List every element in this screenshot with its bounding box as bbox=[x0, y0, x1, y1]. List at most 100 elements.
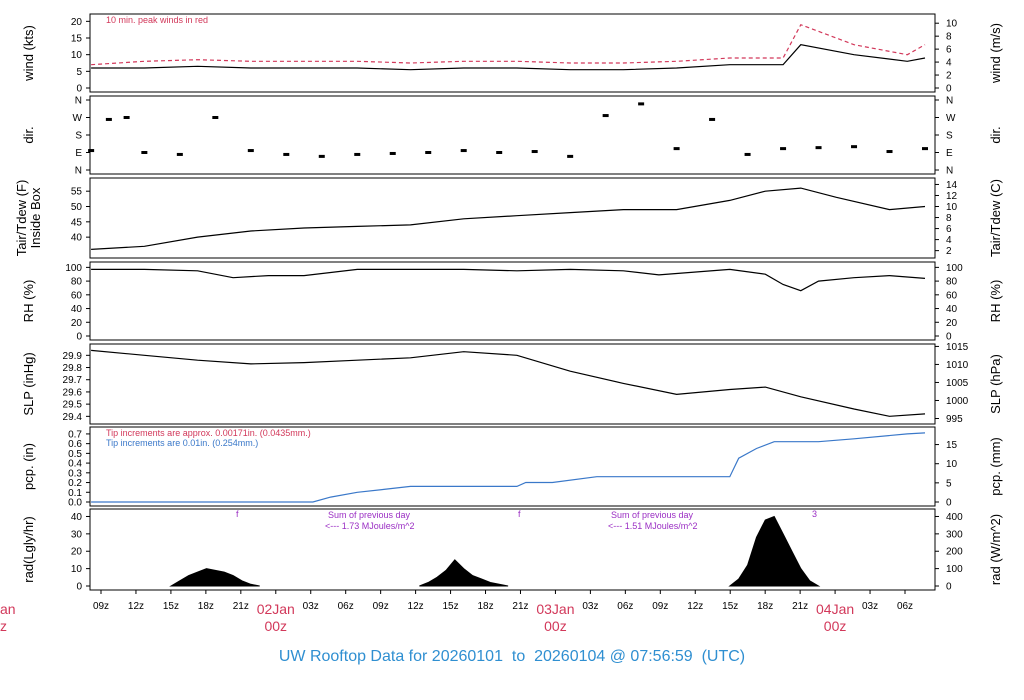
pcp-ytick-label-left: 0.1 bbox=[68, 488, 82, 499]
x-tick-label: 18z bbox=[198, 601, 214, 612]
wind-ylabel-left: wind (kts) bbox=[21, 25, 36, 82]
rh-ytick-label-right: 40 bbox=[946, 304, 958, 315]
slp-ytick-label-left: 29.7 bbox=[63, 375, 83, 386]
x-tick-label: 06z bbox=[338, 601, 354, 612]
slp-ylabel-right: SLP (hPa) bbox=[988, 354, 1003, 414]
rad-annotation: <--- 1.51 MJoules/m^2 bbox=[608, 521, 698, 531]
wind-ytick-label-right: 2 bbox=[946, 71, 952, 82]
x-tick-label-cut: z bbox=[0, 618, 7, 634]
wind-ytick-label-right: 0 bbox=[946, 84, 952, 95]
slp-ylabel-left: SLP (inHg) bbox=[21, 352, 36, 415]
x-tick-label-hour: 00z bbox=[264, 618, 287, 634]
rad-ytick-label-right: 300 bbox=[946, 529, 963, 540]
rh-ylabel-right: RH (%) bbox=[988, 280, 1003, 323]
temp-ylabel-left: Tair/Tdew (F)Inside Box bbox=[14, 180, 43, 257]
slp-ytick-label-left: 29.9 bbox=[63, 351, 83, 362]
pcp-ytick-label-right: 15 bbox=[946, 440, 958, 451]
dir-point bbox=[354, 152, 361, 156]
rad-ytick-label-left: 10 bbox=[71, 564, 83, 575]
dir-point bbox=[851, 145, 858, 149]
wind-ytick-label-left: 10 bbox=[71, 50, 83, 61]
dir-point bbox=[123, 116, 130, 119]
pcp-ytick-label-left: 0.5 bbox=[68, 449, 82, 460]
slp-ytick-label-right: 1005 bbox=[946, 378, 969, 389]
pcp-ytick-label-right: 5 bbox=[946, 478, 952, 489]
dir-ytick-label-left: W bbox=[73, 113, 83, 124]
temp-ytick-label-right: 2 bbox=[946, 246, 952, 257]
dir-ytick-label-right: E bbox=[946, 148, 953, 159]
x-tick-label: 06z bbox=[617, 601, 633, 612]
slp-ytick-label-right: 1015 bbox=[946, 342, 969, 353]
rh-ytick-label-left: 20 bbox=[71, 318, 83, 329]
rh-ylabel-left: RH (%) bbox=[21, 280, 36, 323]
dir-point bbox=[496, 151, 503, 154]
x-tick-label: 09z bbox=[93, 601, 109, 612]
dir-point bbox=[212, 116, 219, 119]
dir-point bbox=[318, 154, 325, 158]
dir-point bbox=[673, 147, 680, 151]
rad-annotation: Sum of previous day bbox=[611, 510, 694, 520]
rh-ytick-label-right: 80 bbox=[946, 277, 958, 288]
dir-point bbox=[283, 152, 290, 156]
rad-area-hump bbox=[419, 559, 509, 587]
slp-series-line-0 bbox=[91, 349, 926, 417]
pcp-ytick-label-left: 0.4 bbox=[68, 459, 82, 470]
wind-ytick-label-left: 0 bbox=[76, 84, 82, 95]
x-tick-label-date: 04Jan bbox=[816, 601, 854, 617]
dir-point bbox=[744, 152, 751, 156]
dir-ytick-label-left: N bbox=[75, 96, 82, 107]
x-tick-label: 18z bbox=[477, 601, 493, 612]
footer-title: UW Rooftop Data for 20260101 to 20260104… bbox=[278, 648, 746, 665]
dir-point bbox=[780, 147, 787, 151]
dir-ytick-label-left: E bbox=[75, 148, 82, 159]
rh-ytick-label-left: 40 bbox=[71, 304, 83, 315]
dir-point bbox=[638, 102, 645, 106]
wind-ytick-label-right: 4 bbox=[946, 58, 952, 69]
pcp-ytick-label-right: 10 bbox=[946, 459, 958, 470]
pcp-note-tip: Tip increments are 0.01in. (0.254mm.) bbox=[106, 438, 258, 448]
pcp-panel-frame bbox=[89, 426, 936, 507]
dir-point bbox=[389, 151, 396, 155]
pcp-ylabel-left: pcp. (in) bbox=[21, 443, 36, 490]
slp-ytick-label-left: 29.6 bbox=[63, 387, 83, 398]
pcp-ytick-label-left: 0.3 bbox=[68, 468, 82, 479]
dir-point bbox=[886, 150, 893, 154]
wind-panel-frame bbox=[89, 13, 936, 93]
rad-area-hump bbox=[728, 515, 821, 587]
slp-ytick-label-right: 1000 bbox=[946, 396, 969, 407]
rad-panel-frame bbox=[89, 508, 936, 591]
temp-ytick-label-right: 4 bbox=[946, 235, 952, 246]
temp-ylabel-right: Tair/Tdew (C) bbox=[988, 179, 1003, 257]
dir-ytick-label-right: N bbox=[946, 96, 953, 107]
temp-series-line-0 bbox=[91, 187, 926, 250]
dir-point bbox=[709, 117, 716, 121]
rad-area-hump bbox=[169, 568, 260, 587]
dir-ytick-label-left: S bbox=[75, 131, 82, 142]
slp-ytick-label-right: 995 bbox=[946, 414, 963, 425]
x-tick-label-hour: 00z bbox=[544, 618, 567, 634]
pcp-ytick-label-left: 0.0 bbox=[68, 498, 82, 509]
temp-ytick-label-left: 50 bbox=[71, 202, 83, 213]
rad-ytick-label-left: 20 bbox=[71, 547, 83, 558]
rh-series-line-0 bbox=[91, 268, 926, 292]
wind-ytick-label-left: 20 bbox=[71, 17, 83, 28]
dir-point bbox=[531, 150, 538, 154]
dir-ytick-label-right: S bbox=[946, 131, 953, 142]
rad-ylabel-right: rad (W/m^2) bbox=[988, 514, 1003, 585]
rad-annotation: f bbox=[518, 509, 521, 519]
x-tick-label: 03z bbox=[582, 601, 598, 612]
x-tick-label-hour: 00z bbox=[824, 618, 847, 634]
pcp-ytick-label-left: 0.6 bbox=[68, 439, 82, 450]
dir-point bbox=[176, 152, 183, 156]
x-tick-label: 12z bbox=[408, 601, 424, 612]
rad-ytick-label-left: 40 bbox=[71, 512, 83, 523]
pcp-series-line-0 bbox=[91, 432, 926, 503]
dir-point bbox=[815, 146, 822, 150]
temp-ytick-label-right: 12 bbox=[946, 191, 958, 202]
dir-point bbox=[141, 151, 148, 154]
dir-ylabel-right: dir. bbox=[988, 126, 1003, 143]
wind-ytick-label-right: 10 bbox=[946, 19, 958, 30]
x-tick-label: 09z bbox=[652, 601, 668, 612]
x-tick-label: 03z bbox=[303, 601, 319, 612]
rh-ytick-label-right: 60 bbox=[946, 290, 958, 301]
